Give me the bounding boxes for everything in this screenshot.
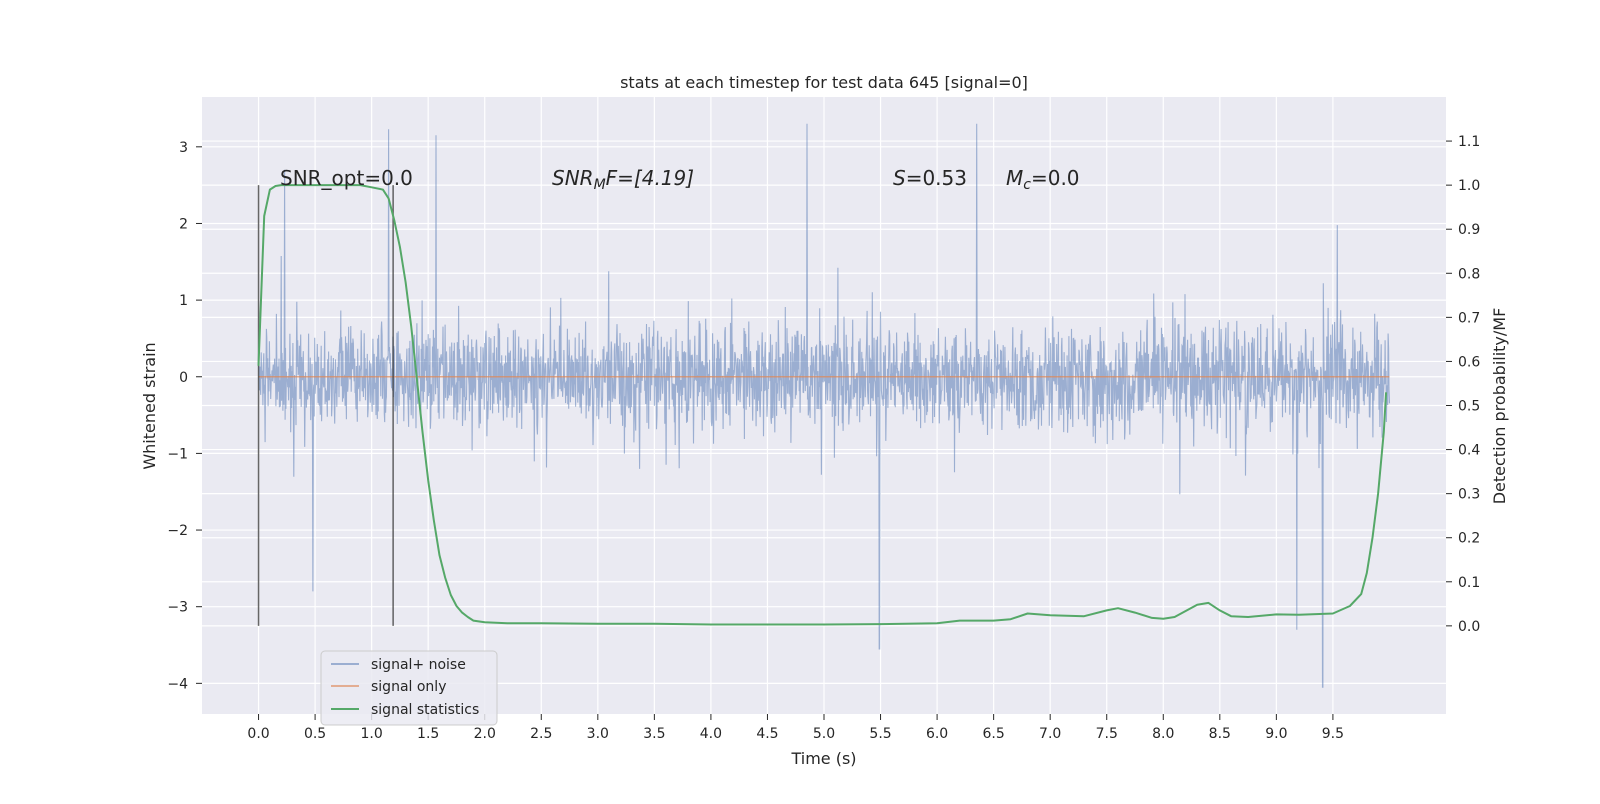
y-left-tick-label: 0 bbox=[179, 370, 188, 386]
y-left-tick-label: 3 bbox=[179, 140, 188, 156]
x-tick-label: 1.5 bbox=[417, 726, 439, 742]
y-right-tick-label: 0.5 bbox=[1458, 399, 1480, 415]
y-left-tick-label: 2 bbox=[179, 216, 188, 232]
signal-statistics-series bbox=[257, 184, 1388, 626]
legend-label-signal-only: signal only bbox=[371, 679, 446, 695]
legend-label-signal-noise: signal+ noise bbox=[371, 657, 466, 673]
annotation-mc-rest: =0.0 bbox=[1031, 166, 1080, 190]
x-tick-label: 0.5 bbox=[304, 726, 326, 742]
signal-noise-line bbox=[258, 123, 1391, 688]
annotation-s-rest: =0.53 bbox=[906, 166, 967, 190]
y-right-tick-label: 0.4 bbox=[1458, 443, 1480, 459]
y-right-axis-label: Detection probability/MF bbox=[1490, 308, 1509, 505]
annotation-snr-mf: SNRMF=[4.19] bbox=[552, 166, 694, 193]
x-tick-label: 3.0 bbox=[587, 726, 609, 742]
signal-noise-series bbox=[258, 123, 1391, 688]
annotation-mc-main: M bbox=[1006, 166, 1023, 190]
x-tick-label: 9.5 bbox=[1322, 726, 1344, 742]
y-right-tick-label: 0.1 bbox=[1458, 575, 1480, 591]
y-right-ticks: 1.1 1.0 0.9 0.8 0.7 0.6 0.5 0.4 0.3 0.2 0.1 0.0 bbox=[1446, 134, 1480, 635]
x-tick-label: 6.5 bbox=[983, 726, 1005, 742]
annotation-snr-mf-sub: M bbox=[594, 177, 606, 193]
y-right-tick-label: 1.1 bbox=[1458, 134, 1480, 150]
x-ticks: 0.0 0.5 1.0 1.5 2.0 2.5 3.0 3.5 4.0 4.5 5.0 5.5 6.0 6… bbox=[247, 714, 1344, 742]
y-right-tick-label: 0.3 bbox=[1458, 487, 1480, 503]
y-left-ticks: 3 2 1 0 −1 −2 −3 −4 bbox=[167, 140, 202, 692]
annotation-s: S=0.53 bbox=[893, 166, 967, 190]
x-tick-label: 8.0 bbox=[1152, 726, 1174, 742]
x-tick-label: 4.5 bbox=[756, 726, 778, 742]
annotation-mc: Mc=0.0 bbox=[1006, 166, 1080, 193]
annotation-snr-opt: SNR_opt=0.0 bbox=[280, 166, 413, 190]
legend-label-signal-statistics: signal statistics bbox=[371, 702, 479, 718]
x-axis-label: Time (s) bbox=[790, 749, 856, 768]
x-tick-label: 7.5 bbox=[1096, 726, 1118, 742]
y-right-tick-label: 0.8 bbox=[1458, 266, 1480, 282]
y-right-tick-label: 0.9 bbox=[1458, 222, 1480, 238]
x-tick-label: 2.5 bbox=[530, 726, 552, 742]
x-tick-label: 8.5 bbox=[1209, 726, 1231, 742]
x-tick-label: 9.0 bbox=[1265, 726, 1287, 742]
annotation-s-main: S bbox=[893, 166, 906, 190]
y-left-tick-label: −1 bbox=[167, 446, 188, 462]
marker-lines bbox=[257, 185, 394, 626]
y-left-tick-label: 1 bbox=[179, 293, 188, 309]
annotation-snr-mf-rest: F=[4.19] bbox=[606, 166, 694, 190]
chart-title: stats at each timestep for test data 645… bbox=[620, 73, 1028, 92]
x-tick-label: 5.0 bbox=[813, 726, 835, 742]
x-tick-label: 6.0 bbox=[926, 726, 948, 742]
signal-statistics-line bbox=[257, 184, 1388, 626]
y-right-tick-label: 1.0 bbox=[1458, 178, 1480, 194]
y-left-axis-label: Whitened strain bbox=[140, 342, 159, 469]
y-right-tick-label: 0.2 bbox=[1458, 531, 1480, 547]
x-tick-label: 4.0 bbox=[700, 726, 722, 742]
annotations: SNR_opt=0.0 SNRMF=[4.19] S=0.53 Mc=0.0 bbox=[280, 166, 1080, 193]
x-tick-label: 2.0 bbox=[474, 726, 496, 742]
x-tick-label: 3.5 bbox=[643, 726, 665, 742]
x-tick-label: 0.0 bbox=[247, 726, 269, 742]
legend: signal+ noise signal only signal statist… bbox=[320, 650, 498, 726]
legend-box bbox=[320, 650, 498, 726]
y-right-tick-label: 0.0 bbox=[1458, 619, 1480, 635]
y-right-tick-label: 0.6 bbox=[1458, 354, 1480, 370]
annotation-mc-sub: c bbox=[1023, 177, 1031, 193]
y-left-tick-label: −3 bbox=[167, 600, 188, 616]
x-tick-label: 1.0 bbox=[361, 726, 383, 742]
y-right-tick-label: 0.7 bbox=[1458, 310, 1480, 326]
x-tick-label: 7.0 bbox=[1039, 726, 1061, 742]
x-tick-label: 5.5 bbox=[869, 726, 891, 742]
annotation-snr-mf-main: SNR bbox=[552, 166, 594, 190]
y-left-tick-label: −2 bbox=[167, 523, 188, 539]
y-left-tick-label: −4 bbox=[167, 676, 188, 692]
